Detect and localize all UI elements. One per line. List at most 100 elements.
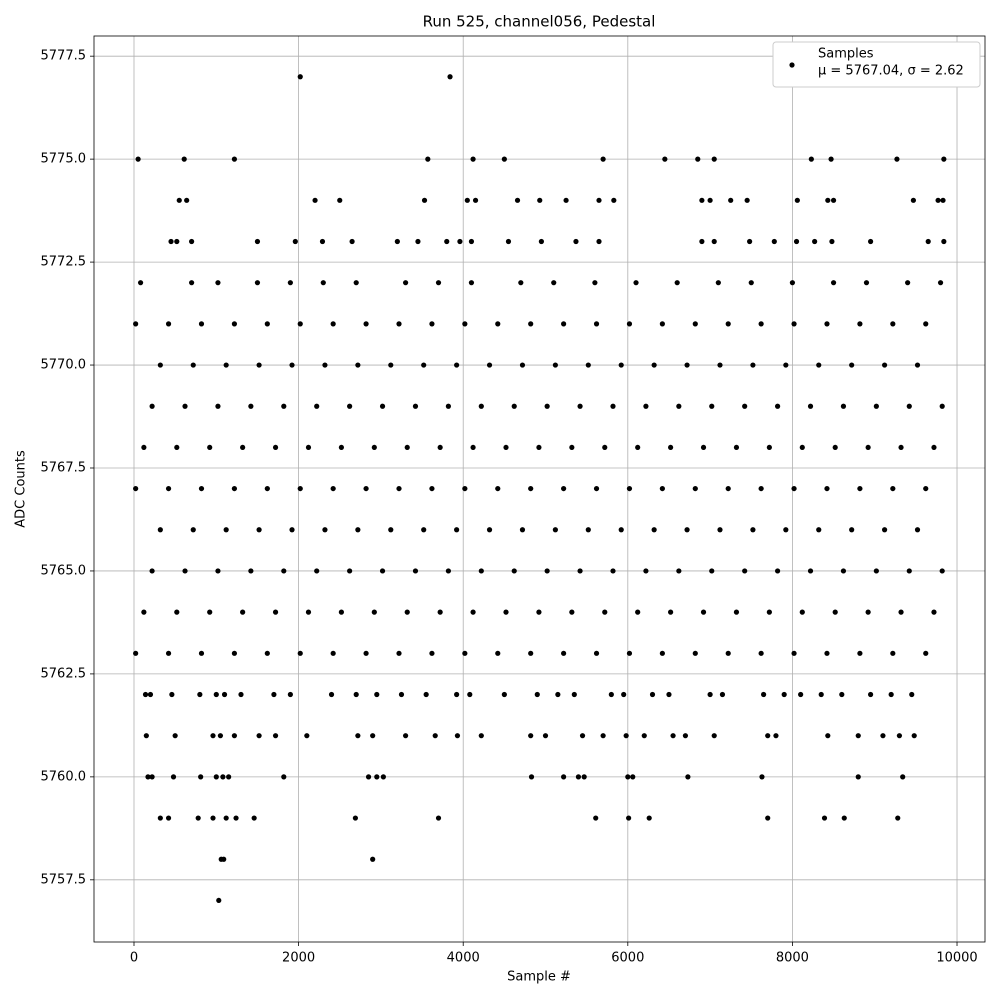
- point: [608, 691, 614, 698]
- point: [189, 238, 195, 245]
- x-tick-label: 0: [130, 951, 138, 966]
- point: [798, 691, 804, 698]
- point: [238, 691, 244, 698]
- point: [429, 485, 435, 492]
- point: [464, 197, 470, 203]
- point: [711, 733, 717, 739]
- point: [783, 527, 789, 533]
- point: [898, 609, 904, 615]
- point: [783, 362, 789, 368]
- point: [676, 568, 682, 574]
- point: [700, 609, 707, 615]
- point: [857, 321, 863, 327]
- point: [437, 609, 443, 615]
- point: [287, 691, 293, 698]
- point: [676, 403, 682, 409]
- point: [388, 527, 394, 533]
- point: [170, 774, 177, 780]
- legend-marker: [789, 62, 795, 68]
- point: [569, 609, 575, 615]
- point: [773, 733, 779, 739]
- point: [794, 197, 800, 203]
- point: [646, 815, 652, 821]
- point: [133, 321, 139, 327]
- point: [750, 527, 756, 533]
- point: [142, 691, 149, 698]
- point: [939, 568, 945, 574]
- point: [923, 485, 929, 492]
- point: [596, 238, 602, 245]
- point: [215, 280, 221, 286]
- x-tick-label: 2000: [282, 951, 315, 966]
- point: [207, 444, 213, 451]
- legend-box: [772, 41, 981, 88]
- point: [421, 362, 427, 368]
- point: [577, 403, 583, 409]
- point: [135, 156, 141, 162]
- point: [579, 733, 586, 739]
- point: [432, 733, 438, 739]
- x-tick-label: 10000: [936, 951, 977, 966]
- point: [528, 650, 534, 656]
- point: [231, 321, 238, 327]
- point: [355, 733, 361, 739]
- point: [881, 527, 888, 533]
- point: [544, 568, 550, 574]
- point: [147, 691, 154, 698]
- point: [365, 774, 372, 780]
- point: [765, 733, 771, 739]
- point: [610, 568, 616, 574]
- point: [829, 238, 835, 245]
- point: [939, 403, 945, 409]
- point: [651, 362, 657, 368]
- point: [855, 733, 861, 739]
- point: [240, 444, 246, 451]
- point: [145, 774, 151, 780]
- point: [320, 280, 326, 286]
- point: [437, 444, 443, 451]
- point: [709, 403, 715, 409]
- point: [165, 485, 172, 492]
- point: [909, 691, 915, 698]
- point: [626, 650, 633, 656]
- point: [518, 280, 524, 286]
- point: [412, 568, 419, 574]
- point: [781, 691, 787, 698]
- point: [370, 856, 376, 862]
- point: [685, 774, 691, 780]
- point: [758, 650, 764, 656]
- point: [873, 403, 879, 409]
- point: [765, 815, 771, 821]
- point: [674, 280, 680, 286]
- point: [707, 197, 713, 203]
- point: [322, 362, 328, 368]
- point: [659, 321, 665, 327]
- point: [849, 362, 855, 368]
- point: [766, 444, 772, 451]
- point: [207, 609, 213, 615]
- point: [233, 815, 239, 821]
- point: [297, 74, 303, 80]
- point: [623, 733, 629, 739]
- point: [855, 774, 861, 780]
- point: [157, 527, 163, 533]
- point: [577, 568, 583, 574]
- point: [221, 691, 228, 698]
- point: [709, 568, 715, 574]
- point: [914, 527, 921, 533]
- point: [470, 444, 476, 451]
- point: [176, 197, 182, 203]
- point: [322, 527, 328, 533]
- point: [462, 650, 468, 656]
- point: [231, 733, 238, 739]
- point: [596, 197, 602, 203]
- point: [221, 856, 227, 862]
- point: [505, 238, 512, 245]
- point: [404, 444, 410, 451]
- point: [910, 197, 916, 203]
- plot-frame: [93, 35, 986, 943]
- point: [816, 527, 822, 533]
- point: [379, 403, 386, 409]
- point: [352, 815, 358, 821]
- point: [415, 238, 421, 245]
